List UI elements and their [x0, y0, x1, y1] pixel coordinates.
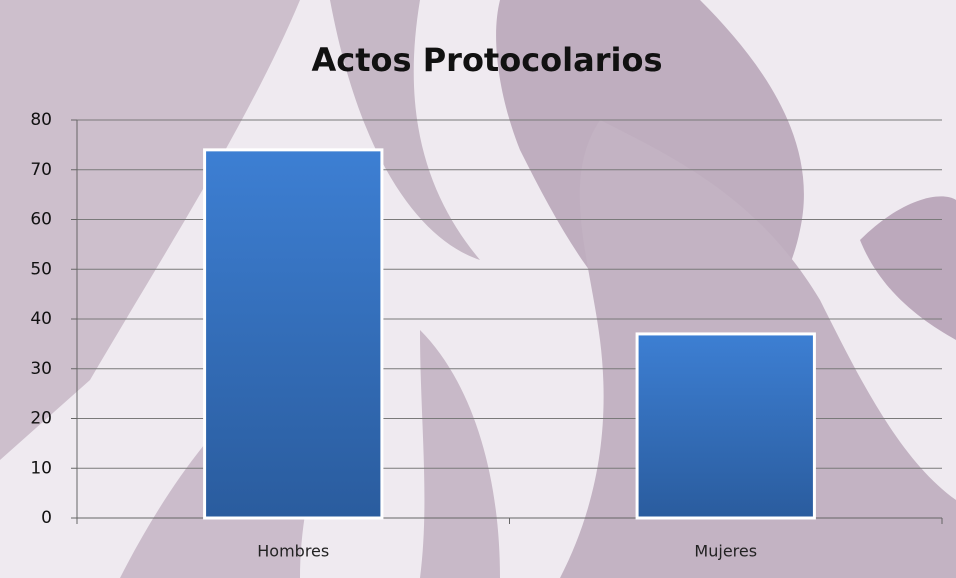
x-tick-label: Mujeres: [694, 542, 757, 561]
y-tick-label: 40: [30, 309, 52, 329]
y-tick-label: 70: [30, 160, 52, 180]
y-tick-label: 10: [30, 458, 52, 478]
bar: [203, 148, 384, 520]
x-tick-label: Hombres: [257, 542, 329, 561]
y-tick-label: 50: [30, 259, 52, 279]
chart-title: Actos Protocolarios: [312, 41, 663, 79]
y-tick-label: 60: [30, 210, 52, 230]
y-tick-label: 20: [30, 409, 52, 429]
y-tick-label: 30: [30, 359, 52, 379]
y-tick-label: 80: [30, 110, 52, 130]
bar: [635, 332, 816, 520]
y-tick-label: 0: [41, 508, 52, 528]
